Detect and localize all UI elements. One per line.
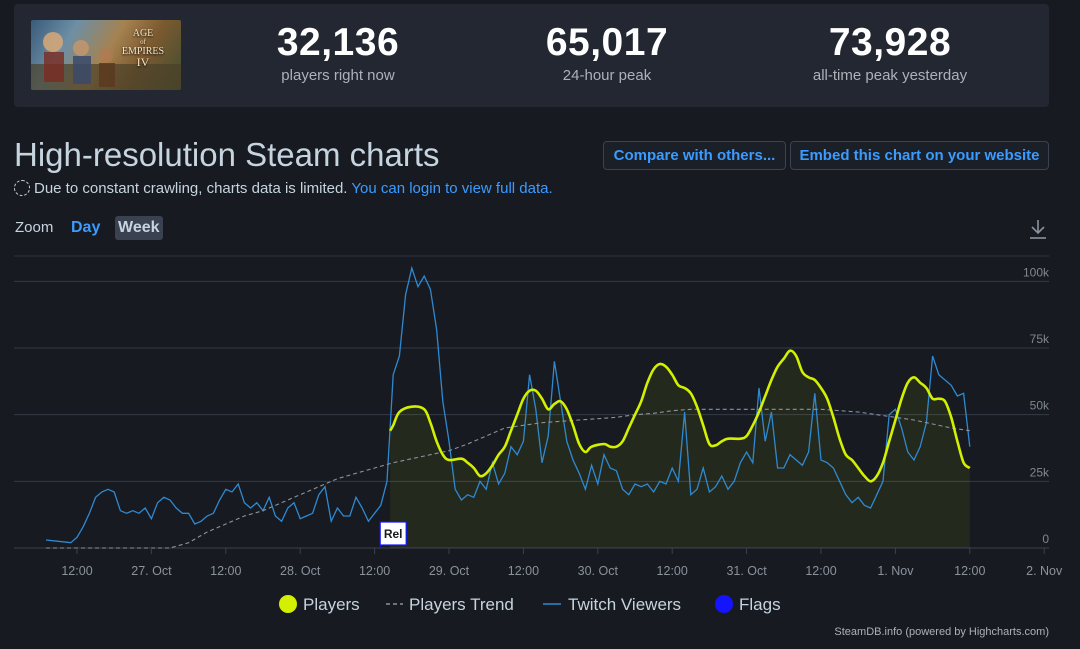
x-tick-label: 27. Oct bbox=[131, 564, 172, 578]
legend-players-label: Players bbox=[303, 595, 360, 614]
stat-24h-peak: 65,017 24-hour peak bbox=[477, 20, 737, 86]
compare-button[interactable]: Compare with others... bbox=[603, 141, 786, 170]
game-header-image[interactable]: AGE of EMPIRES IV bbox=[31, 20, 181, 90]
y-tick-label: 25k bbox=[1030, 465, 1050, 479]
notice-text: Due to constant crawling, charts data is… bbox=[34, 180, 348, 197]
stats-panel: AGE of EMPIRES IV 32,136 players right n… bbox=[14, 4, 1049, 107]
legend-players-symbol bbox=[279, 595, 297, 613]
stat-value: 65,017 bbox=[545, 21, 669, 64]
stat-label: 24-hour peak bbox=[562, 67, 652, 84]
players-line bbox=[388, 349, 971, 483]
y-axis: 0 25k 50k 75k 100k bbox=[1023, 265, 1050, 546]
x-tick-label: 12:00 bbox=[359, 564, 390, 578]
stat-label: all-time peak yesterday bbox=[812, 67, 968, 84]
x-tick-label: 28. Oct bbox=[280, 564, 321, 578]
x-tick-label: 12:00 bbox=[508, 564, 539, 578]
stat-all-time-peak: 73,928 all-time peak yesterday bbox=[760, 20, 1020, 86]
y-tick-label: 50k bbox=[1030, 399, 1050, 413]
chart-legend: Players Players Trend Twitch Viewers Flags bbox=[279, 595, 781, 614]
chart-credits[interactable]: SteamDB.info (powered by Highcharts.com) bbox=[834, 626, 1049, 638]
x-tick-label: 12:00 bbox=[657, 564, 688, 578]
x-tick-label: 12:00 bbox=[805, 564, 836, 578]
game-art-icon bbox=[31, 32, 181, 90]
embed-chart-button[interactable]: Embed this chart on your website bbox=[790, 141, 1049, 170]
x-tick-label: 30. Oct bbox=[578, 564, 619, 578]
dashed-circle-icon bbox=[14, 180, 30, 196]
page-title: High-resolution Steam charts bbox=[14, 136, 440, 173]
x-axis: 12:00 27. Oct 12:00 28. Oct 12:00 29. Oct 12:0… bbox=[61, 548, 1063, 578]
legend-trend-label: Players Trend bbox=[409, 595, 514, 614]
flag-label: Rel bbox=[384, 527, 403, 541]
y-tick-label: 75k bbox=[1030, 332, 1050, 346]
stat-players-now: 32,136 players right now bbox=[208, 20, 468, 86]
flags-layer: Rel bbox=[379, 521, 407, 548]
game-logo: AGE of EMPIRES IV bbox=[121, 28, 165, 69]
legend-flags-symbol bbox=[715, 595, 733, 613]
legend-flags-label: Flags bbox=[739, 595, 781, 614]
twitch-viewers-line bbox=[45, 265, 971, 544]
x-tick-label: 31. Oct bbox=[726, 564, 767, 578]
chart-grid bbox=[14, 255, 1049, 549]
x-tick-label: 12:00 bbox=[954, 564, 985, 578]
players-area bbox=[390, 350, 970, 548]
stat-label: players right now bbox=[281, 67, 395, 84]
stat-value: 73,928 bbox=[828, 21, 952, 64]
x-tick-label: 12:00 bbox=[210, 564, 241, 578]
zoom-week-button[interactable]: Week bbox=[115, 216, 163, 240]
y-tick-label: 0 bbox=[1042, 532, 1049, 546]
x-tick-label: 2. Nov bbox=[1026, 564, 1063, 578]
download-icon[interactable] bbox=[1027, 217, 1049, 241]
x-tick-label: 12:00 bbox=[61, 564, 92, 578]
players-trend-line bbox=[46, 408, 970, 549]
y-tick-label: 100k bbox=[1023, 265, 1050, 279]
zoom-day-button[interactable]: Day bbox=[71, 219, 101, 236]
login-link[interactable]: You can login to view full data. bbox=[351, 180, 553, 197]
zoom-label: Zoom bbox=[15, 219, 54, 236]
x-tick-label: 29. Oct bbox=[429, 564, 470, 578]
players-chart[interactable]: 12:00 27. Oct 12:00 28. Oct 12:00 29. Oct 12:0… bbox=[0, 250, 1080, 625]
stat-value: 32,136 bbox=[276, 21, 400, 64]
data-limit-notice: Due to constant crawling, charts data is… bbox=[14, 180, 553, 197]
flag-box bbox=[379, 521, 407, 546]
x-tick-label: 1. Nov bbox=[877, 564, 914, 578]
legend-twitch-label: Twitch Viewers bbox=[568, 595, 681, 614]
